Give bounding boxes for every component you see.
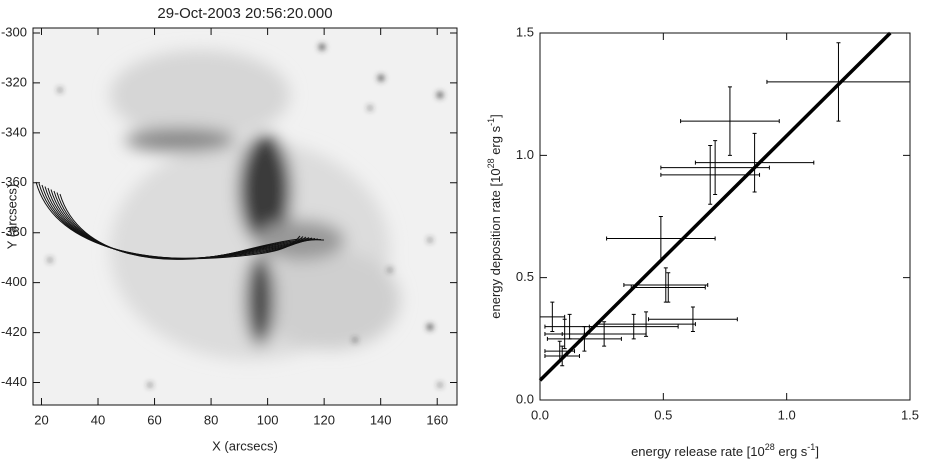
x-tick-label: 1.0 bbox=[778, 407, 796, 422]
y-tick-label: 1.5 bbox=[516, 24, 534, 39]
y-axis-title: Y (arcsecs) bbox=[4, 184, 19, 250]
x-tick-label: 80 bbox=[204, 412, 218, 427]
y-tick-label: -300 bbox=[1, 24, 27, 39]
y-axis-title-part: -1 bbox=[486, 118, 496, 126]
field-loop bbox=[59, 193, 325, 260]
y-error-bar bbox=[567, 313, 572, 340]
y-axis-title-part: 28 bbox=[486, 158, 496, 168]
y-tick-label: -320 bbox=[1, 74, 27, 89]
y-tick-label: 0.5 bbox=[516, 269, 534, 284]
x-tick-label: 0.0 bbox=[531, 407, 549, 422]
x-tick-label: 140 bbox=[370, 412, 392, 427]
x-axis-title-part: erg s bbox=[775, 444, 808, 459]
y-axis-title: energy deposition rate [1028 erg s-1] bbox=[486, 114, 503, 319]
y-tick-label: -400 bbox=[1, 274, 27, 289]
x-axis-title-part: -1 bbox=[807, 442, 815, 452]
x-axis-title: X (arcsecs) bbox=[212, 438, 278, 453]
fit-line bbox=[538, 31, 892, 382]
x-tick-label: 1.5 bbox=[901, 407, 919, 422]
y-error-bar bbox=[562, 318, 567, 350]
x-tick-label: 60 bbox=[147, 412, 161, 427]
y-axis-title-part: erg s bbox=[488, 125, 503, 158]
y-error-bar bbox=[550, 301, 555, 332]
solar-image bbox=[33, 28, 457, 405]
x-axis-title-part: energy release rate [10 bbox=[631, 444, 765, 459]
x-tick-label: 20 bbox=[34, 412, 48, 427]
plot-frame bbox=[32, 27, 458, 406]
y-error-bar bbox=[727, 86, 732, 156]
y-tick-label: -440 bbox=[1, 374, 27, 389]
plot-frame bbox=[539, 32, 911, 401]
y-axis-title-part: ] bbox=[488, 114, 503, 118]
y-error-bar bbox=[690, 306, 695, 332]
y-tick-label: 0.0 bbox=[516, 391, 534, 406]
x-tick-label: 40 bbox=[91, 412, 105, 427]
y-tick-label: -360 bbox=[1, 174, 27, 189]
y-error-bar bbox=[713, 140, 718, 195]
chart-title: 29-Oct-2003 20:56:20.000 bbox=[157, 5, 332, 22]
x-axis-title: energy release rate [1028 erg s-1] bbox=[631, 442, 819, 459]
x-tick-label: 0.5 bbox=[654, 407, 672, 422]
x-axis-title-part: 28 bbox=[765, 442, 775, 452]
y-error-bar bbox=[602, 321, 607, 347]
y-error-bar bbox=[666, 272, 671, 303]
y-tick-label: -340 bbox=[1, 124, 27, 139]
x-axis-title-part: ] bbox=[815, 444, 819, 459]
x-tick-label: 100 bbox=[257, 412, 279, 427]
y-axis-title-part: energy deposition rate [10 bbox=[488, 168, 503, 318]
y-tick-label: 1.0 bbox=[516, 147, 534, 162]
y-error-bar bbox=[708, 145, 713, 205]
y-tick-label: -380 bbox=[1, 224, 27, 239]
y-error-bar bbox=[631, 313, 636, 340]
x-tick-label: 120 bbox=[313, 412, 335, 427]
y-tick-label: -420 bbox=[1, 324, 27, 339]
y-error-bar bbox=[752, 132, 757, 193]
x-tick-label: 160 bbox=[426, 412, 448, 427]
